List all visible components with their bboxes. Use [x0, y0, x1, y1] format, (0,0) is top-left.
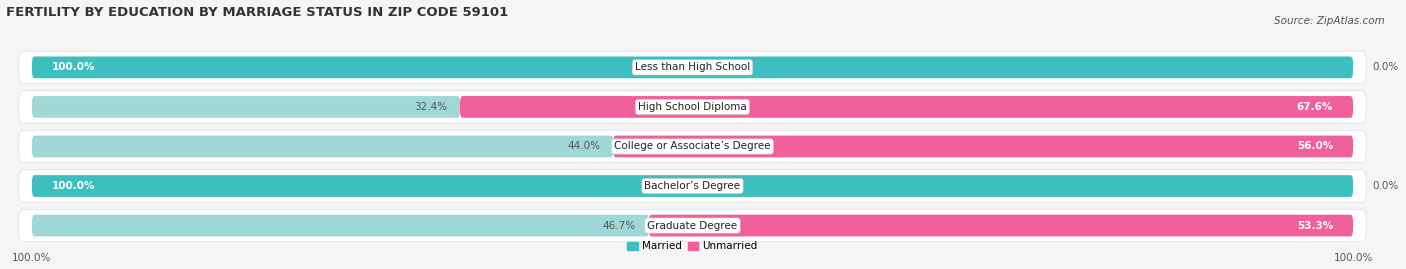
FancyBboxPatch shape: [650, 215, 1353, 236]
Text: 100.0%: 100.0%: [52, 62, 96, 72]
FancyBboxPatch shape: [18, 170, 1367, 202]
FancyBboxPatch shape: [32, 136, 613, 157]
Text: Graduate Degree: Graduate Degree: [647, 221, 738, 231]
Text: Bachelor’s Degree: Bachelor’s Degree: [644, 181, 741, 191]
FancyBboxPatch shape: [18, 91, 1367, 123]
Text: 32.4%: 32.4%: [413, 102, 447, 112]
FancyBboxPatch shape: [32, 215, 650, 236]
Text: 46.7%: 46.7%: [603, 221, 636, 231]
Text: 100.0%: 100.0%: [52, 181, 96, 191]
Text: Less than High School: Less than High School: [636, 62, 751, 72]
Text: 67.6%: 67.6%: [1296, 102, 1333, 112]
FancyBboxPatch shape: [32, 175, 1353, 197]
FancyBboxPatch shape: [613, 136, 1353, 157]
FancyBboxPatch shape: [460, 96, 1353, 118]
Text: High School Diploma: High School Diploma: [638, 102, 747, 112]
Text: 0.0%: 0.0%: [1372, 181, 1399, 191]
FancyBboxPatch shape: [32, 56, 1353, 78]
Text: Source: ZipAtlas.com: Source: ZipAtlas.com: [1274, 16, 1385, 26]
Text: 0.0%: 0.0%: [1372, 62, 1399, 72]
FancyBboxPatch shape: [18, 209, 1367, 242]
FancyBboxPatch shape: [18, 130, 1367, 163]
Text: 56.0%: 56.0%: [1296, 141, 1333, 151]
Text: College or Associate’s Degree: College or Associate’s Degree: [614, 141, 770, 151]
FancyBboxPatch shape: [18, 51, 1367, 84]
Text: FERTILITY BY EDUCATION BY MARRIAGE STATUS IN ZIP CODE 59101: FERTILITY BY EDUCATION BY MARRIAGE STATU…: [6, 6, 508, 19]
Text: 53.3%: 53.3%: [1296, 221, 1333, 231]
FancyBboxPatch shape: [32, 96, 460, 118]
Text: 44.0%: 44.0%: [567, 141, 600, 151]
Legend: Married, Unmarried: Married, Unmarried: [623, 237, 762, 255]
